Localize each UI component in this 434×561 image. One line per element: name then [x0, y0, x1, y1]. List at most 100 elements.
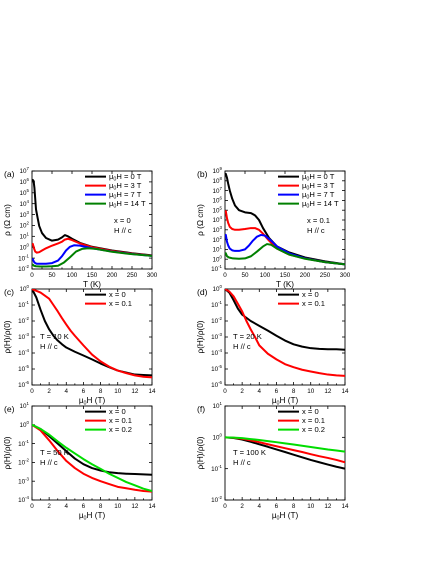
- x-tick-label: 2: [240, 503, 244, 510]
- series-line-2: [225, 436, 345, 453]
- y-tick-label: 100: [20, 284, 30, 293]
- x-axis-label: μ0H (T): [272, 396, 299, 407]
- y-tick-label: 10-5: [18, 364, 29, 373]
- y-tick-label: 10-6: [18, 380, 29, 389]
- legend-entry: x = 0.2: [302, 425, 325, 434]
- legend-entry: x = 0.1: [302, 416, 325, 425]
- x-tick-label: 300: [340, 272, 351, 279]
- series-line-2: [32, 423, 152, 493]
- x-tick-label: 6: [275, 503, 279, 510]
- x-tick-label: 0: [30, 388, 34, 395]
- panel-label: (c): [4, 287, 14, 297]
- y-tick-label: 10-6: [211, 380, 222, 389]
- y-tick-label: 10-1: [18, 253, 29, 262]
- x-tick-label: 2: [47, 503, 51, 510]
- series-line-1: [32, 289, 152, 379]
- legend-entry: μ0H = 7 T: [302, 190, 335, 201]
- y-tick-label: 106: [20, 177, 30, 186]
- annotation: T = 100 K: [233, 448, 266, 457]
- y-tick-label: 107: [213, 186, 223, 195]
- y-tick-label: 10-5: [211, 364, 222, 373]
- annotation: H // c: [233, 342, 251, 351]
- series-line-1: [32, 423, 152, 493]
- x-tick-label: 4: [258, 388, 262, 395]
- x-tick-label: 14: [148, 503, 156, 510]
- y-tick-label: 10-4: [211, 348, 222, 357]
- y-tick-label: 100: [213, 284, 223, 293]
- x-axis-label: μ0H (T): [272, 511, 299, 522]
- y-tick-label: 102: [213, 235, 223, 244]
- series-line-0: [32, 423, 152, 476]
- x-tick-label: 250: [320, 272, 331, 279]
- annotation: H // c: [233, 458, 251, 467]
- panel-label: (b): [197, 169, 208, 179]
- annotation: H // c: [114, 226, 132, 235]
- panel-label: (d): [197, 287, 208, 297]
- y-tick-label: 106: [213, 196, 223, 205]
- x-tick-label: 10: [307, 388, 315, 395]
- x-tick-label: 100: [67, 272, 78, 279]
- legend-entry: x = 0: [109, 290, 126, 299]
- panel-a: 0 50 100 150 200 250 30010-210-110010110210310…: [3, 166, 158, 289]
- x-tick-label: 200: [107, 272, 118, 279]
- legend-entry: μ0H = 14 T: [109, 199, 146, 210]
- series-line-2: [225, 233, 345, 266]
- legend-entry: x = 0.1: [109, 416, 132, 425]
- y-tick-label: 101: [213, 401, 223, 410]
- y-tick-label: 104: [213, 215, 223, 224]
- y-tick-label: 105: [213, 205, 223, 214]
- panel-b: 0 50 100 150 200 250 30010-1100101102103104105…: [196, 166, 351, 289]
- y-tick-label: 10-1: [211, 464, 222, 473]
- series-line-3: [32, 247, 152, 268]
- y-tick-label: 10-4: [18, 348, 29, 357]
- panel-label: (f): [197, 404, 205, 414]
- y-tick-label: 10-2: [211, 316, 222, 325]
- series-line-1: [225, 289, 345, 377]
- series-line-0: [225, 289, 345, 351]
- series-line-1: [32, 237, 152, 257]
- x-tick-label: 8: [99, 503, 103, 510]
- x-tick-label: 10: [114, 503, 122, 510]
- y-axis-label: ρ(H)/ρ(0): [3, 436, 12, 469]
- x-tick-label: 2: [47, 388, 51, 395]
- y-axis-label: ρ(H)/ρ(0): [3, 320, 12, 353]
- legend-entry: x = 0: [302, 290, 319, 299]
- x-tick-label: 8: [99, 388, 103, 395]
- legend-entry: μ0H = 3 T: [109, 181, 142, 192]
- x-tick-label: 150: [87, 272, 98, 279]
- x-tick-label: 0: [30, 503, 34, 510]
- y-tick-label: 10-1: [211, 264, 222, 273]
- legend-entry: x = 0.1: [109, 299, 132, 308]
- x-tick-label: 300: [147, 272, 158, 279]
- series-line-3: [225, 243, 345, 266]
- annotation: T = 10 K: [40, 332, 69, 341]
- panel-c: 0 2 4 6 8 10 12 14 10-6 10-5 10-4 10-3 10-2 10-1 100 (c…: [3, 284, 156, 406]
- x-tick-label: 12: [131, 503, 139, 510]
- x-tick-label: 6: [82, 503, 86, 510]
- x-tick-label: 4: [258, 503, 262, 510]
- panel-d: 0 2 4 6 8 10 12 14 10-6 10-5 10-4 10-3 10-2 10-1 100 (d…: [196, 284, 349, 406]
- legend-entry: μ0H = 0 T: [109, 172, 142, 183]
- y-tick-label: 100: [213, 254, 223, 263]
- y-tick-label: 100: [20, 242, 30, 251]
- y-tick-label: 104: [20, 199, 30, 208]
- y-tick-label: 105: [20, 188, 30, 197]
- y-tick-label: 109: [213, 166, 223, 175]
- y-tick-label: 10-2: [18, 264, 29, 273]
- x-tick-label: 14: [148, 388, 156, 395]
- y-tick-label: 10-2: [18, 316, 29, 325]
- y-tick-label: 10-3: [18, 332, 29, 341]
- y-tick-label: 10-3: [18, 476, 29, 485]
- x-tick-label: 0: [223, 388, 227, 395]
- x-tick-label: 2: [240, 388, 244, 395]
- x-tick-label: 6: [275, 388, 279, 395]
- panel-f: 0 2 4 6 8 10 12 14 10-2 10-1 100 101 (f) μ0H (T) ρ(H)/…: [196, 401, 349, 521]
- x-tick-label: 200: [300, 272, 311, 279]
- x-tick-label: 100: [260, 272, 271, 279]
- x-tick-label: 12: [324, 503, 332, 510]
- y-tick-label: 100: [213, 433, 223, 442]
- panel-label: (a): [4, 169, 15, 179]
- y-tick-label: 10-3: [211, 332, 222, 341]
- x-tick-label: 250: [127, 272, 138, 279]
- x-axis-label: μ0H (T): [79, 396, 106, 407]
